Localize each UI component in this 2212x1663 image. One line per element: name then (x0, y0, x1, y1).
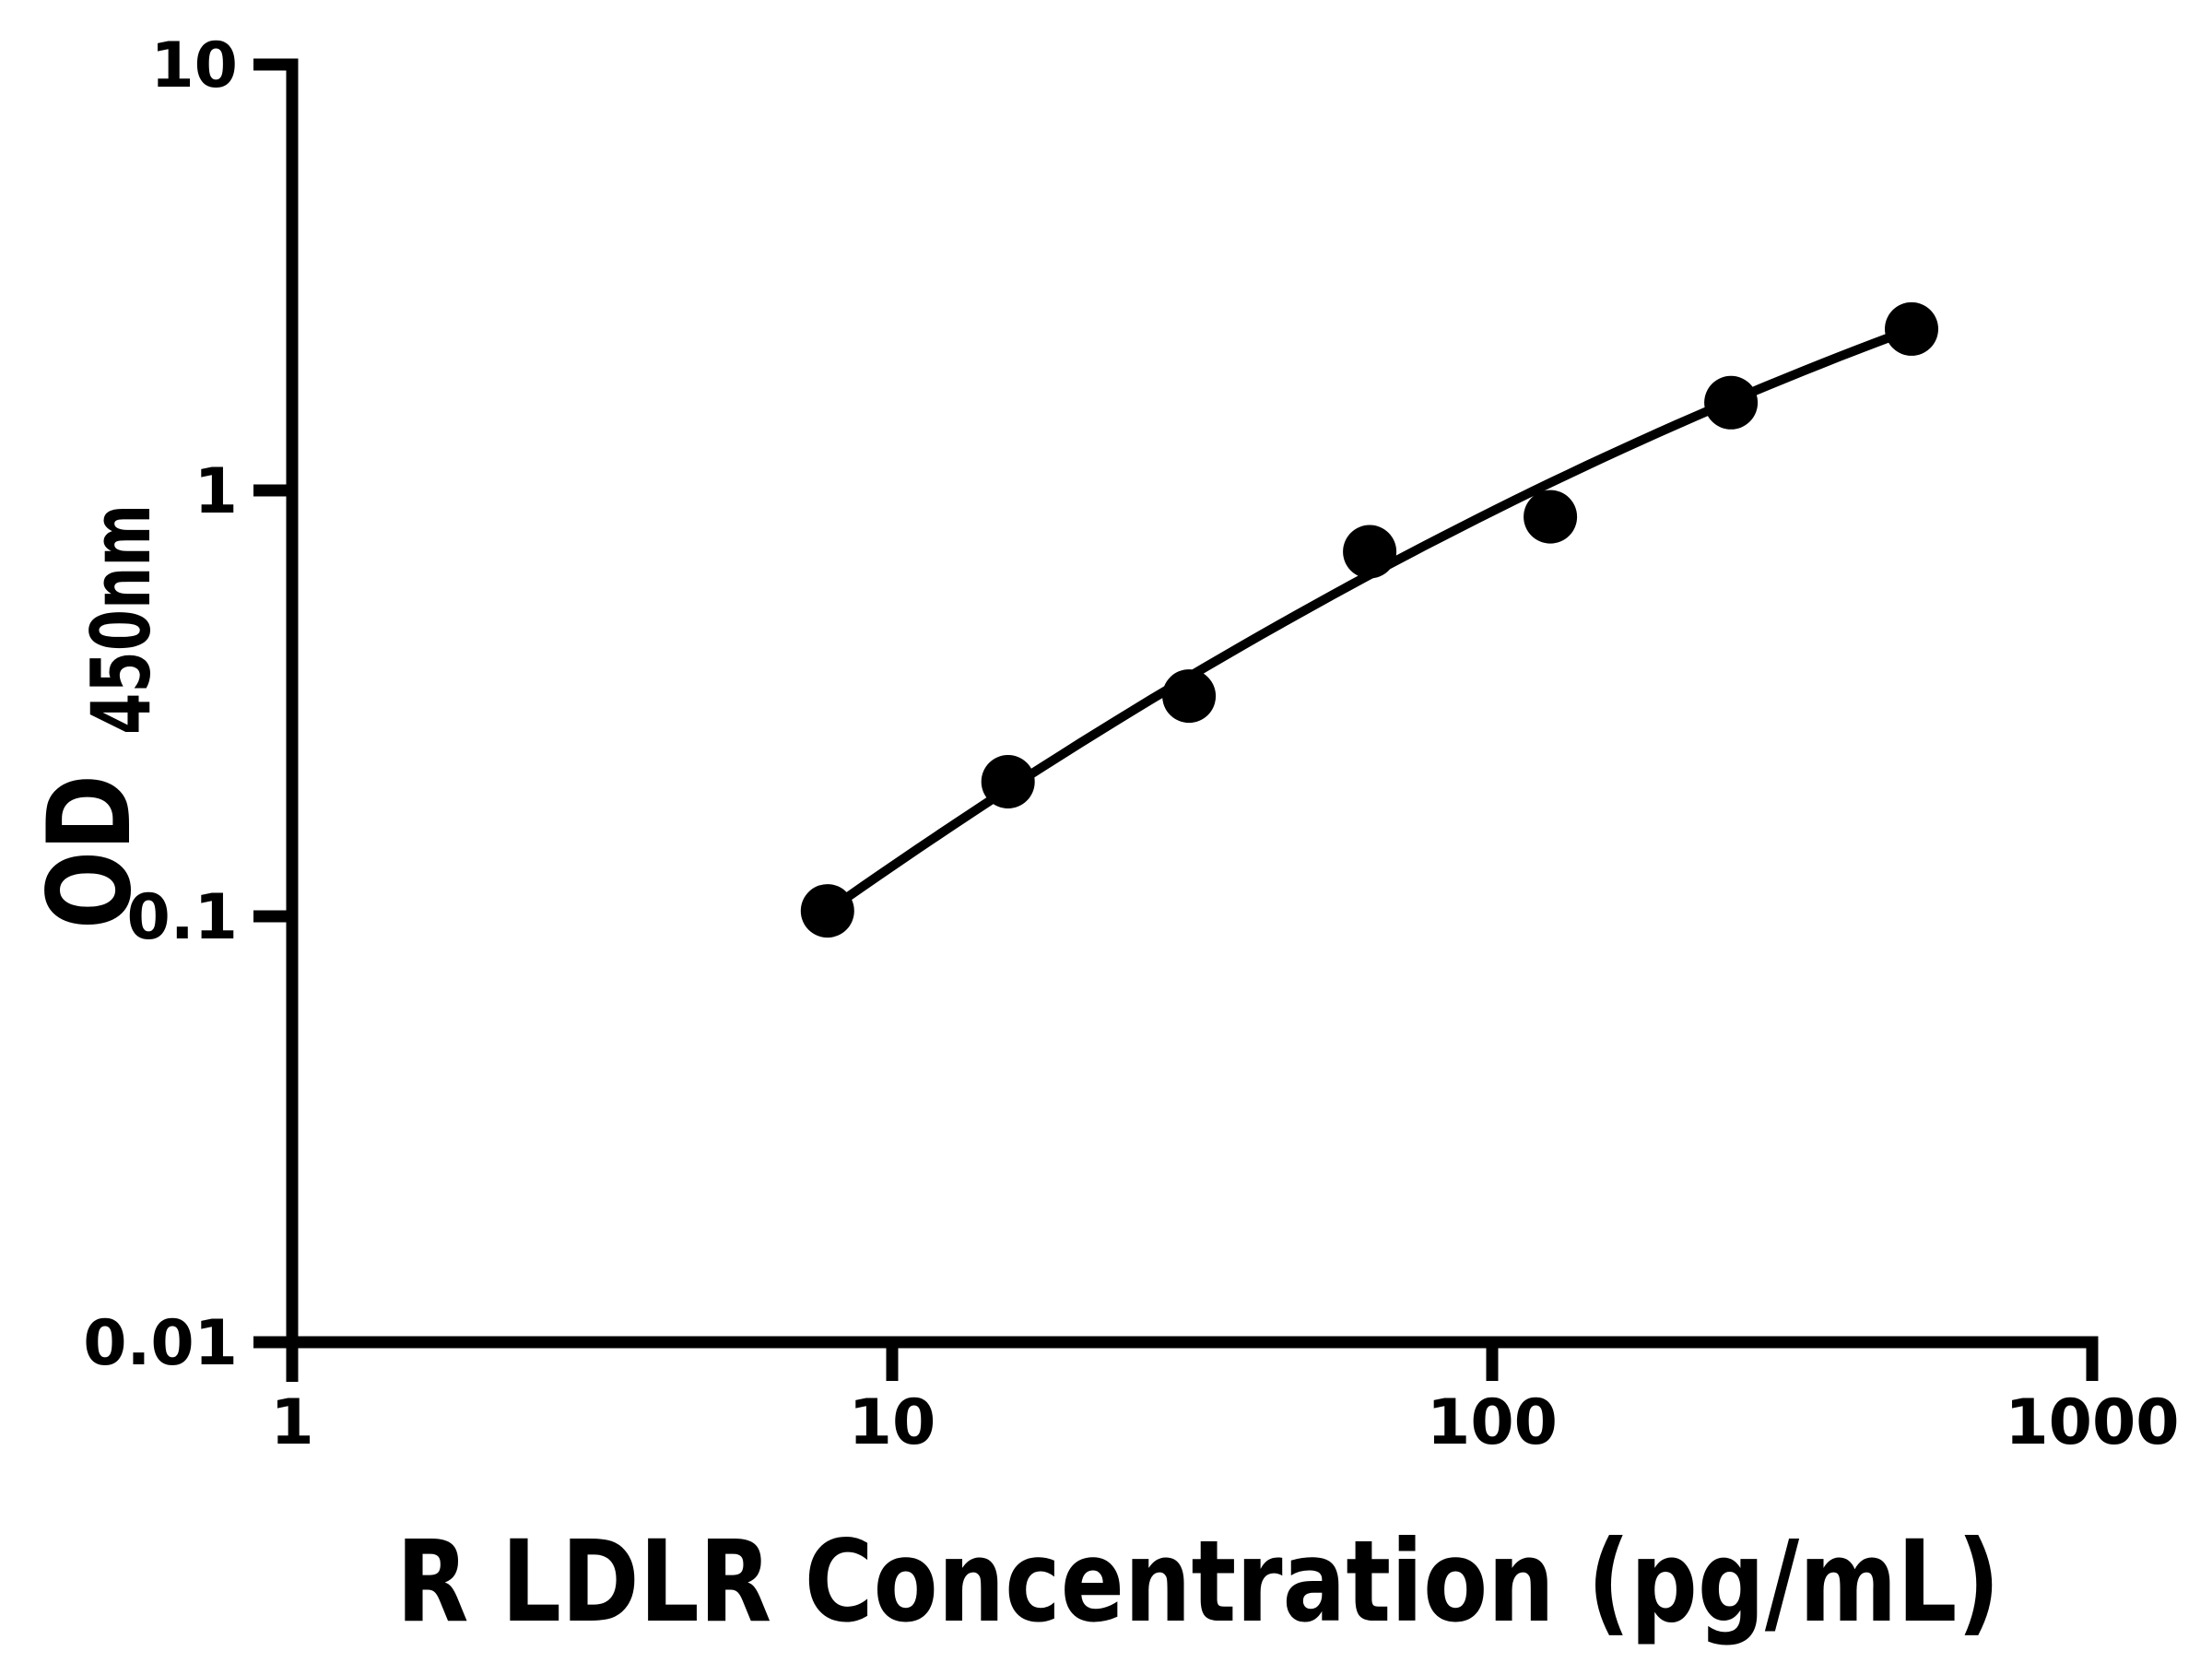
x-axis-title: R LDLR Concentration (pg/mL) (396, 1516, 2000, 1647)
y-tick-label: 0.01 (83, 1307, 238, 1380)
y-tick-label: 10 (150, 29, 238, 102)
x-axis-tick-labels: 1 10 100 1000 (270, 1386, 2179, 1459)
data-point-marker (1524, 489, 1578, 544)
y-axis-title: OD 450nm (24, 504, 169, 929)
y-axis-tick-labels: 10 1 0.1 0.01 (83, 29, 238, 1380)
x-tick-label: 1000 (2005, 1386, 2179, 1459)
data-point-marker (1343, 525, 1397, 579)
data-point-marker (800, 884, 854, 938)
x-tick-label: 1 (270, 1386, 313, 1459)
data-point-marker (1704, 375, 1759, 430)
axes (286, 58, 2099, 1382)
y-axis-ticks (253, 58, 292, 1349)
x-tick-label: 10 (849, 1386, 936, 1459)
data-points (800, 301, 1938, 938)
data-point-marker (1162, 669, 1217, 724)
x-axis-ticks (286, 1342, 2099, 1381)
data-point-marker (981, 755, 1035, 808)
y-tick-label: 0.1 (127, 881, 238, 954)
y-axis-title-subscript: 450nm (74, 504, 169, 735)
y-tick-label: 1 (194, 455, 238, 528)
data-point-marker (1885, 301, 1938, 356)
x-tick-label: 100 (1427, 1386, 1558, 1459)
y-axis-title-main: OD (24, 774, 157, 929)
